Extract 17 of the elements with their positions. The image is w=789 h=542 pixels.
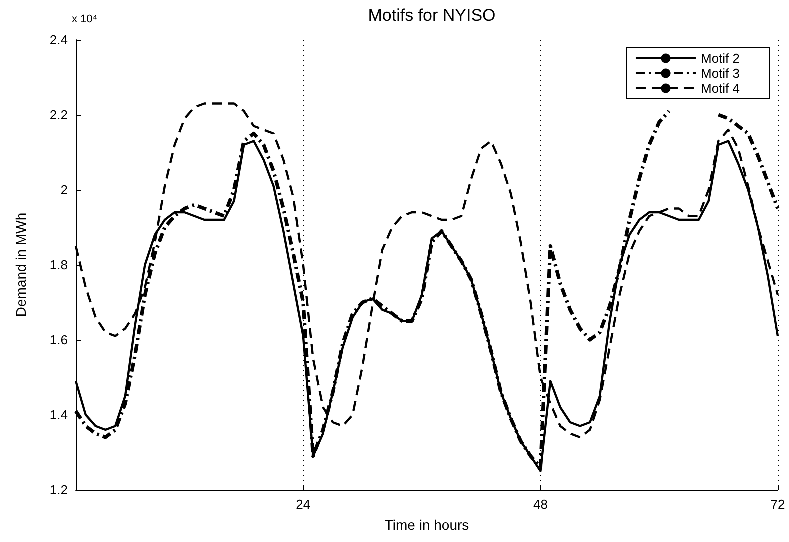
y-axis-title: Demand in MWh (13, 212, 29, 318)
y-tick-label: 2.2 (50, 108, 68, 122)
x-tick-label: 24 (296, 497, 311, 512)
y-tick-label: 1.8 (50, 258, 68, 272)
text: x 10⁴ (72, 14, 98, 26)
legend-label: Motif 2 (700, 51, 740, 66)
chart-title: Motifs for NYISO (368, 6, 496, 25)
y-tick-label: 2 (60, 182, 68, 198)
y-tick-label: 1.6 (50, 332, 68, 348)
legend-label: Motif 3 (700, 66, 740, 81)
legend-label: Motif 4 (700, 81, 740, 96)
y-tick-label: 1.2 (50, 482, 68, 498)
y-tick-label: 2.4 (50, 32, 68, 48)
y-tick-label: 1.4 (50, 408, 68, 422)
x-axis-title: Time in hours (384, 517, 470, 533)
x-tick-label: 72 (770, 497, 786, 512)
x-tick-label: 48 (533, 497, 548, 512)
